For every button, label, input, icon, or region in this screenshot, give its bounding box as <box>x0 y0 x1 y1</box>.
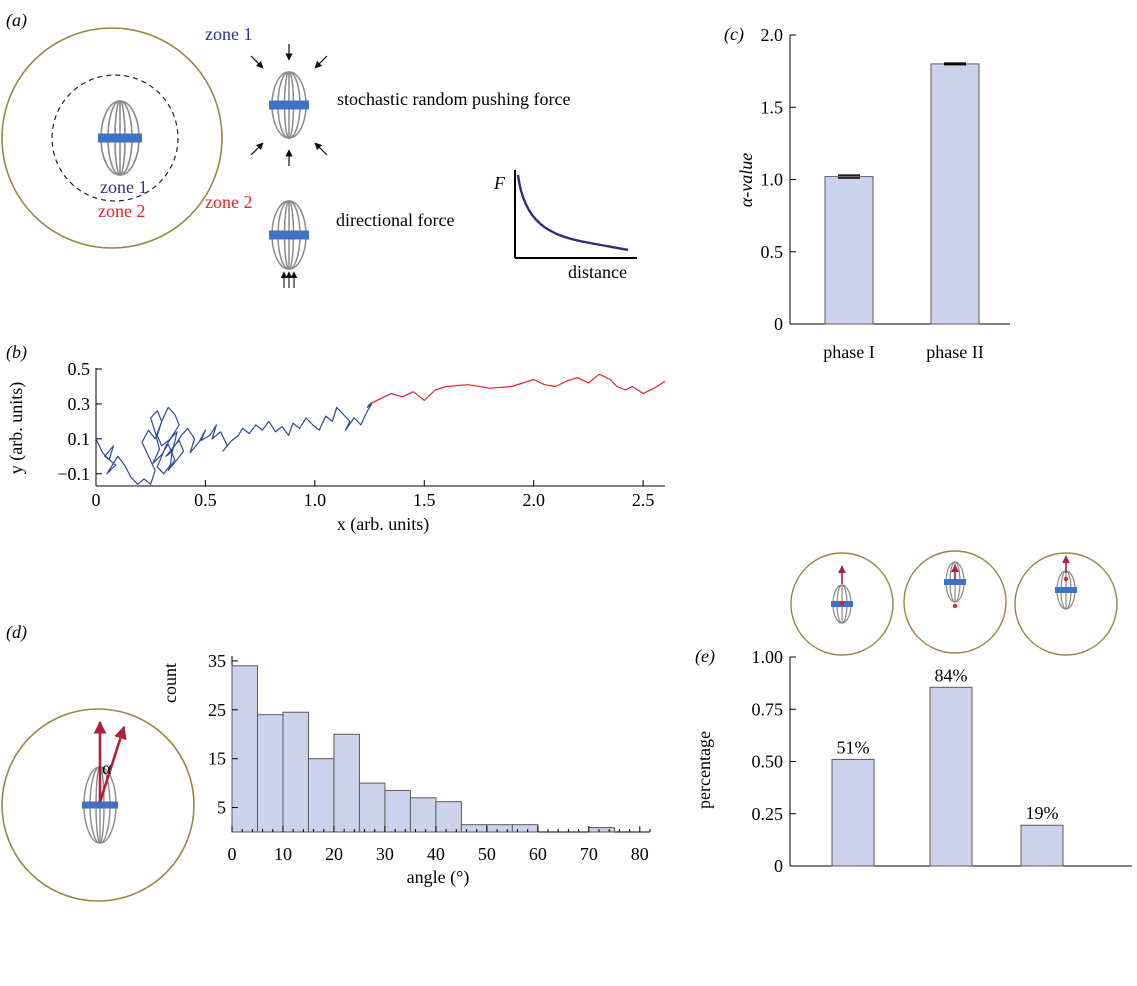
value-label: 51% <box>837 737 870 757</box>
y-tick-label: 5 <box>217 798 226 818</box>
chart-b-x-axis-title: x (arb. units) <box>337 514 429 535</box>
y-tick-label: 1.0 <box>761 170 784 190</box>
panel-e-cells <box>790 550 1118 656</box>
chart-c-y-axis-title: α-value <box>736 153 756 207</box>
random-force-label: stochastic random pushing force <box>337 89 570 109</box>
zone2-label-cell: zone 2 <box>98 201 145 221</box>
y-tick-label: 25 <box>208 700 226 720</box>
panel-c: (c) 0 0.5 1.0 1.5 2.0 phase I phase II α-valu… <box>724 24 1010 362</box>
trajectory-line-2 <box>369 373 666 405</box>
deviated-arrow <box>98 725 127 803</box>
category-label: phase I <box>823 342 874 362</box>
bar <box>929 686 973 867</box>
random-force-arrows <box>250 44 328 166</box>
y-tick-label: 1.5 <box>761 97 784 117</box>
histogram-bar <box>511 824 539 833</box>
cell-e2 <box>903 550 1007 654</box>
bar <box>831 758 875 867</box>
y-tick-label: 35 <box>208 651 226 671</box>
value-label: 84% <box>935 665 968 685</box>
panel-b-label: (b) <box>6 342 27 363</box>
y-tick-label: 0.5 <box>761 242 784 262</box>
x-tick-label: 0.5 <box>194 490 217 510</box>
y-tick-label: 0.50 <box>752 752 784 772</box>
panel-e-label: (e) <box>695 646 715 667</box>
angle-schematic: α <box>1 708 195 902</box>
cell-membrane-a <box>1 27 223 249</box>
y-tick-label: 0.75 <box>752 699 784 719</box>
x-tick-label: 2.0 <box>522 490 545 510</box>
y-tick-label: 2.0 <box>761 25 784 45</box>
trajectory-line-1 <box>95 403 373 485</box>
zone1-label-right: zone 1 <box>205 24 252 44</box>
zone2-label-right: zone 2 <box>205 192 252 212</box>
x-tick-label: 70 <box>580 844 598 864</box>
inset-y-label: F <box>493 173 506 193</box>
x-tick-label: 1.0 <box>304 490 327 510</box>
y-tick-label: 0.3 <box>68 394 91 414</box>
histogram-bar <box>282 711 309 833</box>
x-tick-label: 60 <box>529 844 547 864</box>
directional-force-label: directional force <box>336 210 454 230</box>
y-tick-label: 0 <box>774 314 783 334</box>
spindle-a-bottom <box>269 200 309 270</box>
cell-e1 <box>790 552 894 656</box>
histogram-bar <box>384 789 411 833</box>
bar <box>930 63 980 325</box>
inset-x-label: distance <box>568 262 627 282</box>
y-tick-label: 0 <box>774 856 783 876</box>
y-tick-label: 0.1 <box>68 429 91 449</box>
x-tick-label: 50 <box>478 844 496 864</box>
zone-boundary-dashed <box>51 74 179 202</box>
value-label: 19% <box>1026 803 1059 823</box>
y-tick-label: 0.5 <box>68 359 91 379</box>
bar <box>824 176 874 325</box>
zone1-label-cell: zone 1 <box>100 177 147 197</box>
x-tick-label: 0 <box>228 844 237 864</box>
y-tick-label: 0.25 <box>752 804 784 824</box>
histogram-bar <box>358 782 386 833</box>
x-tick-label: 0 <box>92 490 101 510</box>
y-tick-label: 15 <box>208 749 226 769</box>
panel-d: (d) α 0 10 20 30 40 50 60 70 80 5 15 25 35 angle (°… <box>1 622 651 902</box>
spindle-a-center <box>98 100 142 176</box>
force-curve <box>516 174 629 252</box>
y-tick-label: 1.00 <box>752 647 784 667</box>
histogram-bar <box>256 714 284 833</box>
category-label: phase II <box>926 342 983 362</box>
panel-a: (a) zone 1 zone 2 zone 1 stoch <box>1 10 637 288</box>
x-tick-label: 1.5 <box>413 490 436 510</box>
directional-force-arrows <box>280 271 298 288</box>
x-tick-label: 2.5 <box>632 490 655 510</box>
force-distance-inset: F distance <box>493 170 637 282</box>
histogram-bar <box>588 827 615 833</box>
x-tick-label: 40 <box>427 844 445 864</box>
histogram-bar <box>231 665 258 833</box>
panel-e: (e) 0 0.25 0.50 0.75 1.00 51% 84% 19% percenta… <box>694 646 1132 876</box>
histogram-bar <box>486 824 513 833</box>
x-tick-label: 20 <box>325 844 343 864</box>
bar <box>1020 824 1064 867</box>
x-tick-label: 10 <box>274 844 292 864</box>
x-tick-label: 30 <box>376 844 394 864</box>
angle-symbol: α <box>102 758 112 778</box>
x-tick-label: 80 <box>631 844 649 864</box>
chart-d-x-axis-title: angle (°) <box>407 867 470 888</box>
chart-b-y-axis-title: y (arb. units) <box>6 382 27 474</box>
spindle-a-top <box>269 71 309 139</box>
y-tick-label: −0.1 <box>57 464 90 484</box>
panel-d-label: (d) <box>6 622 27 643</box>
panel-b: (b) 0 0.5 1.0 1.5 2.0 2.5 −0.1 0.1 0.3 0.5 x (ar… <box>6 342 666 535</box>
chart-e-y-axis-title: percentage <box>694 731 714 809</box>
histogram-bar <box>460 824 488 833</box>
cell-e3 <box>1014 552 1118 656</box>
histogram-bar <box>333 733 360 833</box>
chart-d-y-axis-title: count <box>160 663 180 703</box>
histogram-bar <box>435 801 462 833</box>
histogram-bar <box>409 797 437 833</box>
panel-c-label: (c) <box>724 24 744 45</box>
panel-a-label: (a) <box>6 10 27 31</box>
histogram-bar <box>307 758 335 833</box>
